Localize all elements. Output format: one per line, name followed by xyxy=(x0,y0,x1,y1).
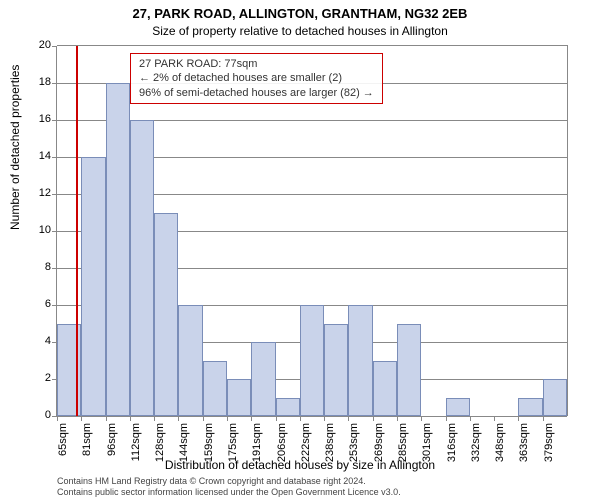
x-tick-label: 112sqm xyxy=(130,423,142,463)
annotation-line3: 96% of semi-detached houses are larger (… xyxy=(139,86,374,100)
y-tick xyxy=(52,46,57,47)
x-tick-label: 159sqm xyxy=(203,423,215,463)
bar xyxy=(276,398,300,417)
bar xyxy=(154,213,178,417)
bar xyxy=(324,324,348,417)
bar xyxy=(251,342,275,416)
x-tick-label: 206sqm xyxy=(276,423,288,463)
x-tick xyxy=(494,416,495,421)
x-tick xyxy=(154,416,155,421)
x-tick-label: 316sqm xyxy=(446,423,458,463)
annotation-line1: 27 PARK ROAD: 77sqm xyxy=(139,57,374,71)
y-tick xyxy=(52,194,57,195)
x-tick-label: 238sqm xyxy=(324,423,336,463)
x-tick-label: 65sqm xyxy=(57,423,69,463)
x-tick xyxy=(300,416,301,421)
x-tick xyxy=(397,416,398,421)
x-tick-label: 144sqm xyxy=(178,423,190,463)
x-tick-label: 379sqm xyxy=(543,423,555,463)
bar xyxy=(130,120,154,416)
x-tick-label: 301sqm xyxy=(421,423,433,463)
bar xyxy=(178,305,202,416)
x-tick xyxy=(348,416,349,421)
annotation-line2: ← 2% of detached houses are smaller (2) xyxy=(139,71,374,85)
y-tick-label: 10 xyxy=(39,224,51,236)
x-tick-label: 269sqm xyxy=(373,423,385,463)
x-tick xyxy=(324,416,325,421)
x-tick-label: 348sqm xyxy=(494,423,506,463)
bar xyxy=(397,324,421,417)
bar xyxy=(106,83,130,416)
x-tick xyxy=(373,416,374,421)
y-tick-label: 4 xyxy=(45,335,51,347)
x-tick xyxy=(276,416,277,421)
bar xyxy=(543,379,567,416)
y-tick-label: 2 xyxy=(45,372,51,384)
y-tick-label: 14 xyxy=(39,150,51,162)
x-tick xyxy=(251,416,252,421)
y-tick-label: 0 xyxy=(45,409,51,421)
bar xyxy=(203,361,227,417)
bar xyxy=(300,305,324,416)
y-tick-label: 16 xyxy=(39,113,51,125)
bar xyxy=(446,398,470,417)
x-tick-label: 175sqm xyxy=(227,423,239,463)
y-tick-label: 12 xyxy=(39,187,51,199)
x-tick xyxy=(543,416,544,421)
y-tick xyxy=(52,120,57,121)
x-tick xyxy=(130,416,131,421)
bar xyxy=(227,379,251,416)
x-axis-line xyxy=(57,416,567,417)
footer-copyright-1: Contains HM Land Registry data © Crown c… xyxy=(57,476,366,486)
x-tick xyxy=(203,416,204,421)
y-tick xyxy=(52,305,57,306)
bar xyxy=(348,305,372,416)
bar xyxy=(57,324,81,417)
x-tick xyxy=(81,416,82,421)
x-tick-label: 332sqm xyxy=(470,423,482,463)
y-tick xyxy=(52,157,57,158)
x-tick xyxy=(518,416,519,421)
y-tick xyxy=(52,231,57,232)
x-tick xyxy=(57,416,58,421)
y-tick-label: 6 xyxy=(45,298,51,310)
x-tick-label: 253sqm xyxy=(348,423,360,463)
x-tick-label: 128sqm xyxy=(154,423,166,463)
y-axis-label: Number of detached properties xyxy=(8,65,22,230)
x-tick-label: 285sqm xyxy=(397,423,409,463)
x-tick xyxy=(227,416,228,421)
x-tick-label: 96sqm xyxy=(106,423,118,463)
y-tick-label: 20 xyxy=(39,39,51,51)
y-tick xyxy=(52,268,57,269)
y-tick xyxy=(52,83,57,84)
footer-copyright-2: Contains public sector information licen… xyxy=(57,487,401,497)
x-tick-label: 191sqm xyxy=(251,423,263,463)
x-tick xyxy=(421,416,422,421)
annotation-box: 27 PARK ROAD: 77sqm ← 2% of detached hou… xyxy=(130,53,383,104)
chart-subtitle: Size of property relative to detached ho… xyxy=(0,24,600,38)
x-tick xyxy=(178,416,179,421)
chart-container: 27, PARK ROAD, ALLINGTON, GRANTHAM, NG32… xyxy=(0,0,600,500)
y-tick-label: 8 xyxy=(45,261,51,273)
x-tick xyxy=(106,416,107,421)
bar xyxy=(373,361,397,417)
x-tick-label: 81sqm xyxy=(81,423,93,463)
bar xyxy=(81,157,105,416)
bar xyxy=(518,398,542,417)
x-tick xyxy=(470,416,471,421)
chart-title-address: 27, PARK ROAD, ALLINGTON, GRANTHAM, NG32… xyxy=(0,6,600,21)
x-tick-label: 222sqm xyxy=(300,423,312,463)
x-tick-label: 363sqm xyxy=(518,423,530,463)
y-tick-label: 18 xyxy=(39,76,51,88)
marker-line xyxy=(76,46,78,416)
x-tick xyxy=(446,416,447,421)
